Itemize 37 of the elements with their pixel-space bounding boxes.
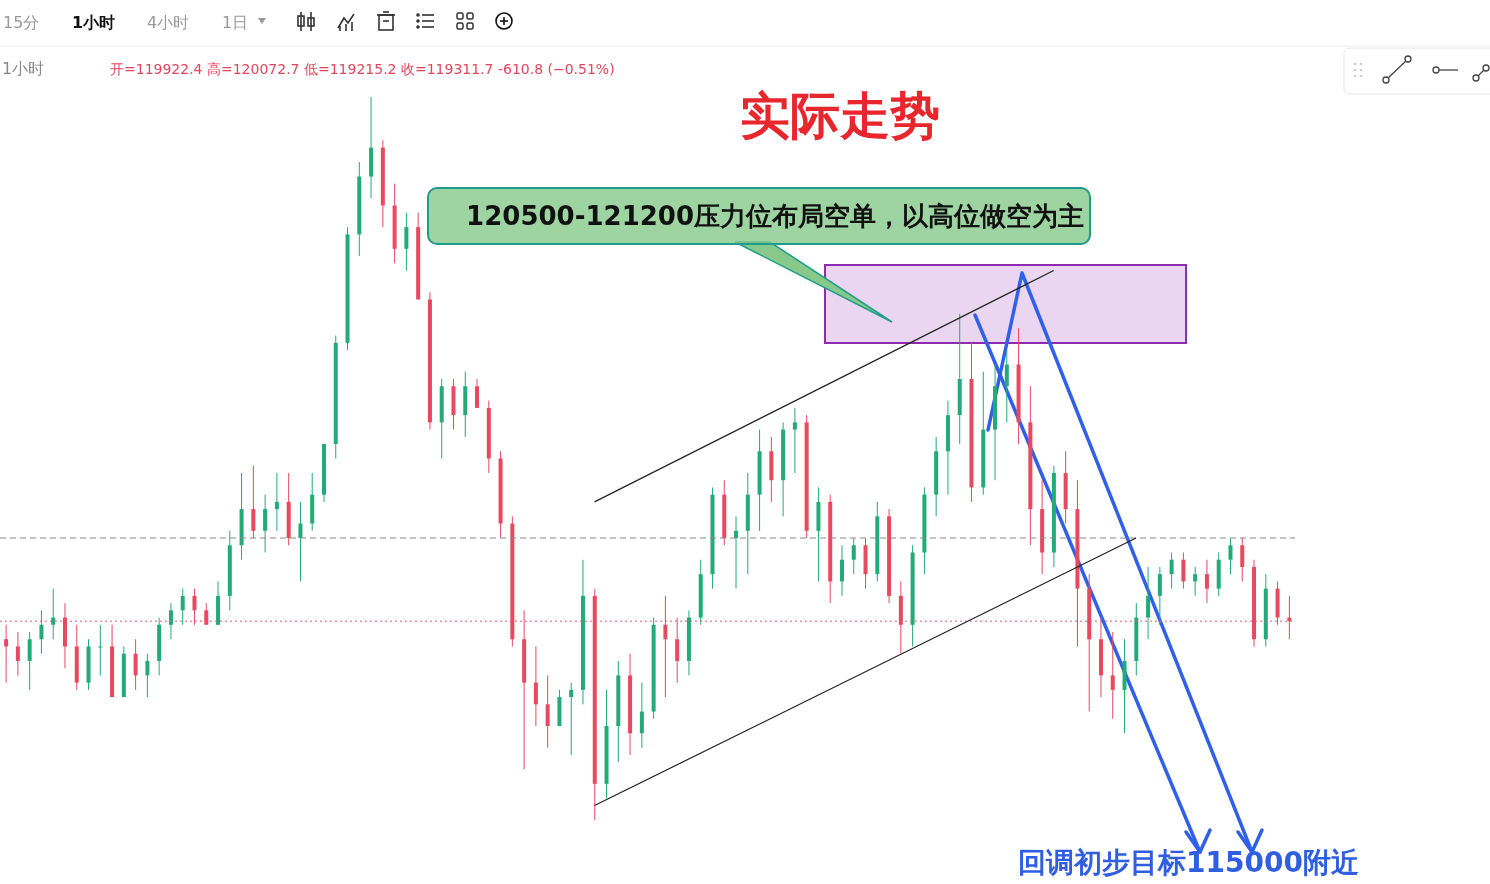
text: 开=119922.4 高=120072.7 低=119215.2 收=119311.7 -610.8 (−0.51%) [110, 61, 615, 77]
candlestick [569, 682, 574, 756]
candlestick [39, 609, 44, 655]
text: 回调初步目标115000附近 [1018, 846, 1359, 879]
candlestick [51, 588, 56, 640]
candlestick [639, 682, 644, 749]
annotation: 120500-121200压力位布局空单，以高位做空为主 [466, 201, 1084, 231]
candlestick [404, 212, 409, 272]
candlestick [4, 624, 9, 684]
candlestick [251, 465, 256, 539]
chart-title: 实际走势 [740, 87, 940, 145]
text: 4小时 [147, 13, 190, 32]
candlestick [545, 674, 550, 749]
candlestick [792, 407, 797, 474]
chart-subtitle: 1小时 [2, 59, 45, 78]
candlestick [180, 588, 185, 626]
candlestick [263, 494, 268, 553]
candlestick [204, 602, 209, 626]
candlestick [298, 501, 303, 582]
candlestick [98, 624, 103, 676]
candlestick [734, 515, 739, 590]
candlestick [475, 378, 480, 409]
candlestick [663, 595, 668, 698]
candlestick [168, 602, 173, 640]
candlestick [145, 653, 150, 698]
candlestick [675, 617, 680, 684]
candlestick [15, 631, 20, 676]
candlestick [533, 645, 538, 727]
candlestick [851, 537, 856, 575]
candlestick [192, 588, 197, 626]
candlestick [27, 631, 32, 691]
candlestick [274, 472, 279, 532]
text: 1小时 [72, 13, 116, 32]
text: 15分 [3, 13, 40, 32]
candlestick [133, 638, 138, 691]
candlestick [839, 544, 844, 597]
text: 1日 [222, 13, 249, 32]
